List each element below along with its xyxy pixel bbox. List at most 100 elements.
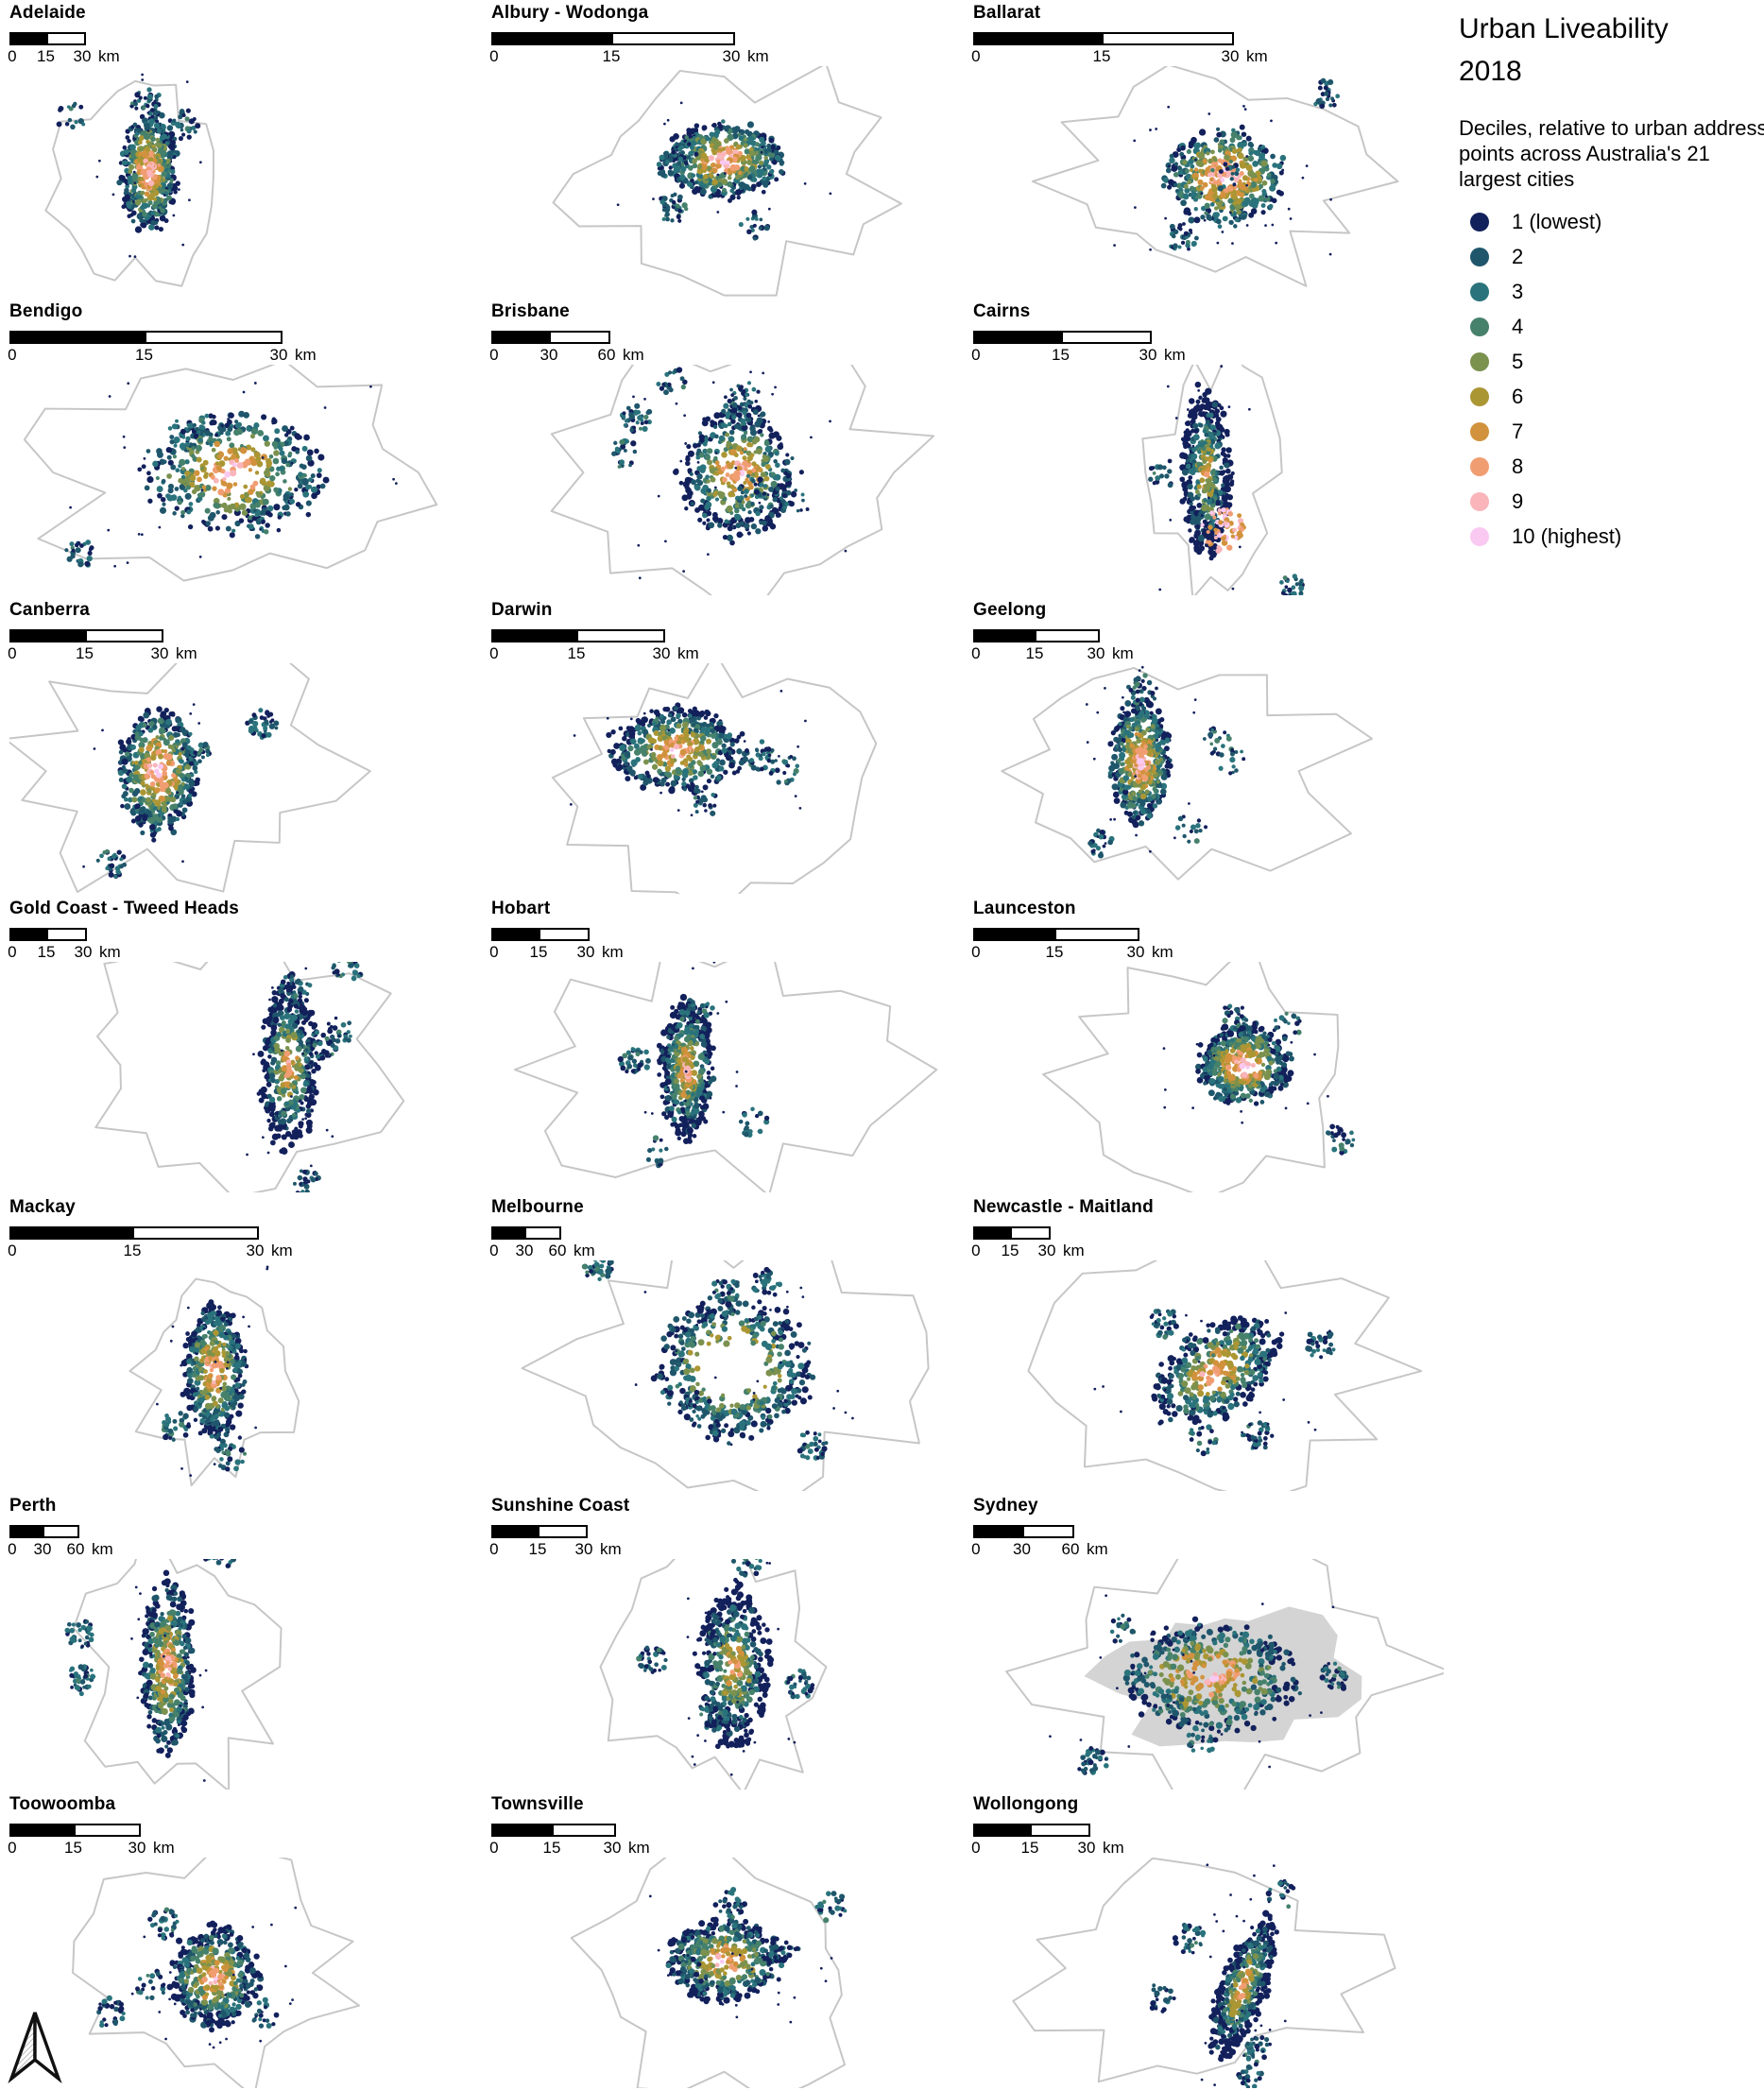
legend-item-label: 8 bbox=[1512, 454, 1524, 478]
city-panel-brisbane: Brisbane 0 30 60 km bbox=[482, 299, 964, 597]
scale-label-start: 0 bbox=[8, 47, 17, 65]
scale-label-mid: 15 bbox=[37, 943, 56, 961]
north-arrow-icon bbox=[8, 2012, 62, 2084]
scale-bar-labels: 0 15 30 km bbox=[8, 1242, 321, 1261]
scale-label-mid: 15 bbox=[37, 47, 55, 65]
scale-bar-rule bbox=[9, 1525, 79, 1538]
legend-item-label: 1 (lowest) bbox=[1512, 209, 1602, 233]
legend-items: 1 (lowest) 2 3 4 5 6 7 8 9 10 (highest) bbox=[1459, 204, 1764, 554]
scale-bar: 0 15 30 km bbox=[489, 32, 964, 66]
city-panel-gold-coast-tweed-heads: Gold Coast - Tweed Heads 0 15 30 km bbox=[0, 896, 482, 1194]
legend-color-dot bbox=[1470, 351, 1489, 371]
scale-bar: 0 15 30 km bbox=[971, 928, 1446, 962]
city-title: Gold Coast - Tweed Heads bbox=[9, 899, 240, 918]
scale-label-mid: 15 bbox=[123, 1242, 142, 1259]
scale-bar-rule bbox=[973, 1525, 1074, 1538]
legend-item: 10 (highest) bbox=[1459, 519, 1764, 554]
scale-label-start: 0 bbox=[8, 1540, 17, 1558]
scale-bar: 0 15 30 km bbox=[971, 331, 1446, 366]
scale-label-start: 0 bbox=[489, 346, 499, 364]
scale-bar: 0 15 30 km bbox=[8, 331, 482, 366]
scale-label-start: 0 bbox=[489, 943, 499, 961]
legend-item-label: 3 bbox=[1512, 279, 1524, 303]
city-title: Albury - Wodonga bbox=[491, 3, 649, 23]
city-map bbox=[1001, 665, 1374, 881]
scale-bar-rule bbox=[491, 1226, 561, 1240]
legend-item-label: 10 (highest) bbox=[1512, 523, 1622, 548]
scale-bar-fill bbox=[975, 1228, 1012, 1238]
city-panel-sydney: Sydney 0 30 60 km bbox=[964, 1493, 1446, 1791]
scale-label-start: 0 bbox=[8, 1839, 17, 1857]
scale-bar-labels: 0 30 60 km bbox=[971, 1540, 1137, 1560]
legend-item: 1 (lowest) bbox=[1459, 204, 1764, 239]
legend-item: 9 bbox=[1459, 484, 1764, 519]
scale-label-start: 0 bbox=[489, 1242, 499, 1259]
scale-bar-fill bbox=[11, 1228, 134, 1238]
city-title: Sunshine Coast bbox=[491, 1496, 630, 1516]
city-map bbox=[1042, 962, 1356, 1192]
scale-bar-rule bbox=[491, 928, 590, 941]
city-panel-launceston: Launceston 0 15 30 km bbox=[964, 896, 1446, 1194]
scale-unit-label: km bbox=[1087, 1540, 1108, 1558]
scale-label-mid: 30 bbox=[539, 346, 558, 364]
city-panel-melbourne: Melbourne 0 30 60 km bbox=[482, 1194, 964, 1493]
legend-item-label: 9 bbox=[1512, 488, 1524, 513]
scale-bar-fill bbox=[11, 34, 48, 43]
city-title: Launceston bbox=[973, 899, 1076, 918]
city-panel-wollongong: Wollongong 0 15 30 km bbox=[964, 1791, 1446, 2090]
scale-label-mid: 15 bbox=[135, 346, 153, 364]
scale-bar-labels: 0 15 30 km bbox=[8, 47, 148, 67]
scale-bar-fill bbox=[493, 333, 551, 342]
city-map bbox=[521, 1260, 930, 1491]
scale-label-start: 0 bbox=[971, 644, 981, 662]
scale-label-end: 60 bbox=[1061, 1540, 1080, 1558]
scale-bar-fill bbox=[11, 631, 87, 641]
city-title: Toowoomba bbox=[9, 1794, 116, 1814]
scale-label-end: 60 bbox=[66, 1540, 85, 1558]
city-panel-newcastle-maitland: Newcastle - Maitland 0 15 30 km bbox=[964, 1194, 1446, 1493]
scale-label-end: 30 bbox=[652, 644, 671, 662]
scale-label-end: 30 bbox=[603, 1839, 622, 1857]
legend-color-dot bbox=[1470, 456, 1489, 476]
scale-bar: 0 15 30 km bbox=[8, 1824, 482, 1858]
scale-bar-labels: 0 15 30 km bbox=[8, 346, 345, 366]
scale-unit-label: km bbox=[1112, 644, 1134, 662]
page-title-line1: Urban Liveability bbox=[1459, 13, 1669, 44]
scale-bar-rule bbox=[491, 1525, 588, 1538]
scale-label-start: 0 bbox=[489, 1540, 499, 1558]
scale-bar: 0 15 30 km bbox=[489, 629, 964, 664]
scale-unit-label: km bbox=[1103, 1839, 1124, 1857]
scale-bar-fill bbox=[975, 930, 1056, 939]
scale-label-mid: 30 bbox=[1013, 1540, 1031, 1558]
scale-bar-rule bbox=[491, 1824, 616, 1837]
scale-bar-fill bbox=[975, 333, 1063, 342]
scale-label-mid: 15 bbox=[64, 1839, 82, 1857]
scale-bar-labels: 0 15 30 km bbox=[971, 346, 1214, 366]
scale-bar-fill bbox=[493, 930, 540, 939]
scale-label-end: 30 bbox=[150, 644, 169, 662]
scale-bar: 0 15 30 km bbox=[8, 928, 482, 962]
legend-item-label: 7 bbox=[1512, 419, 1524, 443]
scale-unit-label: km bbox=[628, 1839, 650, 1857]
scale-label-mid: 15 bbox=[602, 47, 621, 65]
city-title: Townsville bbox=[491, 1794, 584, 1814]
city-title: Geelong bbox=[973, 600, 1047, 620]
city-map bbox=[44, 73, 214, 287]
scale-label-mid: 15 bbox=[567, 644, 586, 662]
legend-item: 2 bbox=[1459, 239, 1764, 274]
city-title: Newcastle - Maitland bbox=[973, 1197, 1154, 1217]
city-panel-mackay: Mackay 0 15 30 km bbox=[0, 1194, 482, 1493]
city-map bbox=[1027, 1260, 1423, 1491]
city-panel-geelong: Geelong 0 15 30 km bbox=[964, 597, 1446, 896]
scale-bar: 0 15 30 km bbox=[971, 1824, 1446, 1858]
scale-bar-labels: 0 15 30 km bbox=[489, 644, 728, 664]
legend-item: 3 bbox=[1459, 274, 1764, 309]
scale-label-mid: 15 bbox=[528, 1540, 547, 1558]
city-map bbox=[9, 663, 371, 893]
legend-color-dot bbox=[1470, 247, 1489, 266]
scale-bar-labels: 0 30 60 km bbox=[8, 1540, 142, 1560]
scale-bar-fill bbox=[493, 34, 613, 43]
scale-label-end: 30 bbox=[576, 943, 595, 961]
scale-bar-fill bbox=[975, 34, 1104, 43]
scale-unit-label: km bbox=[623, 346, 644, 364]
